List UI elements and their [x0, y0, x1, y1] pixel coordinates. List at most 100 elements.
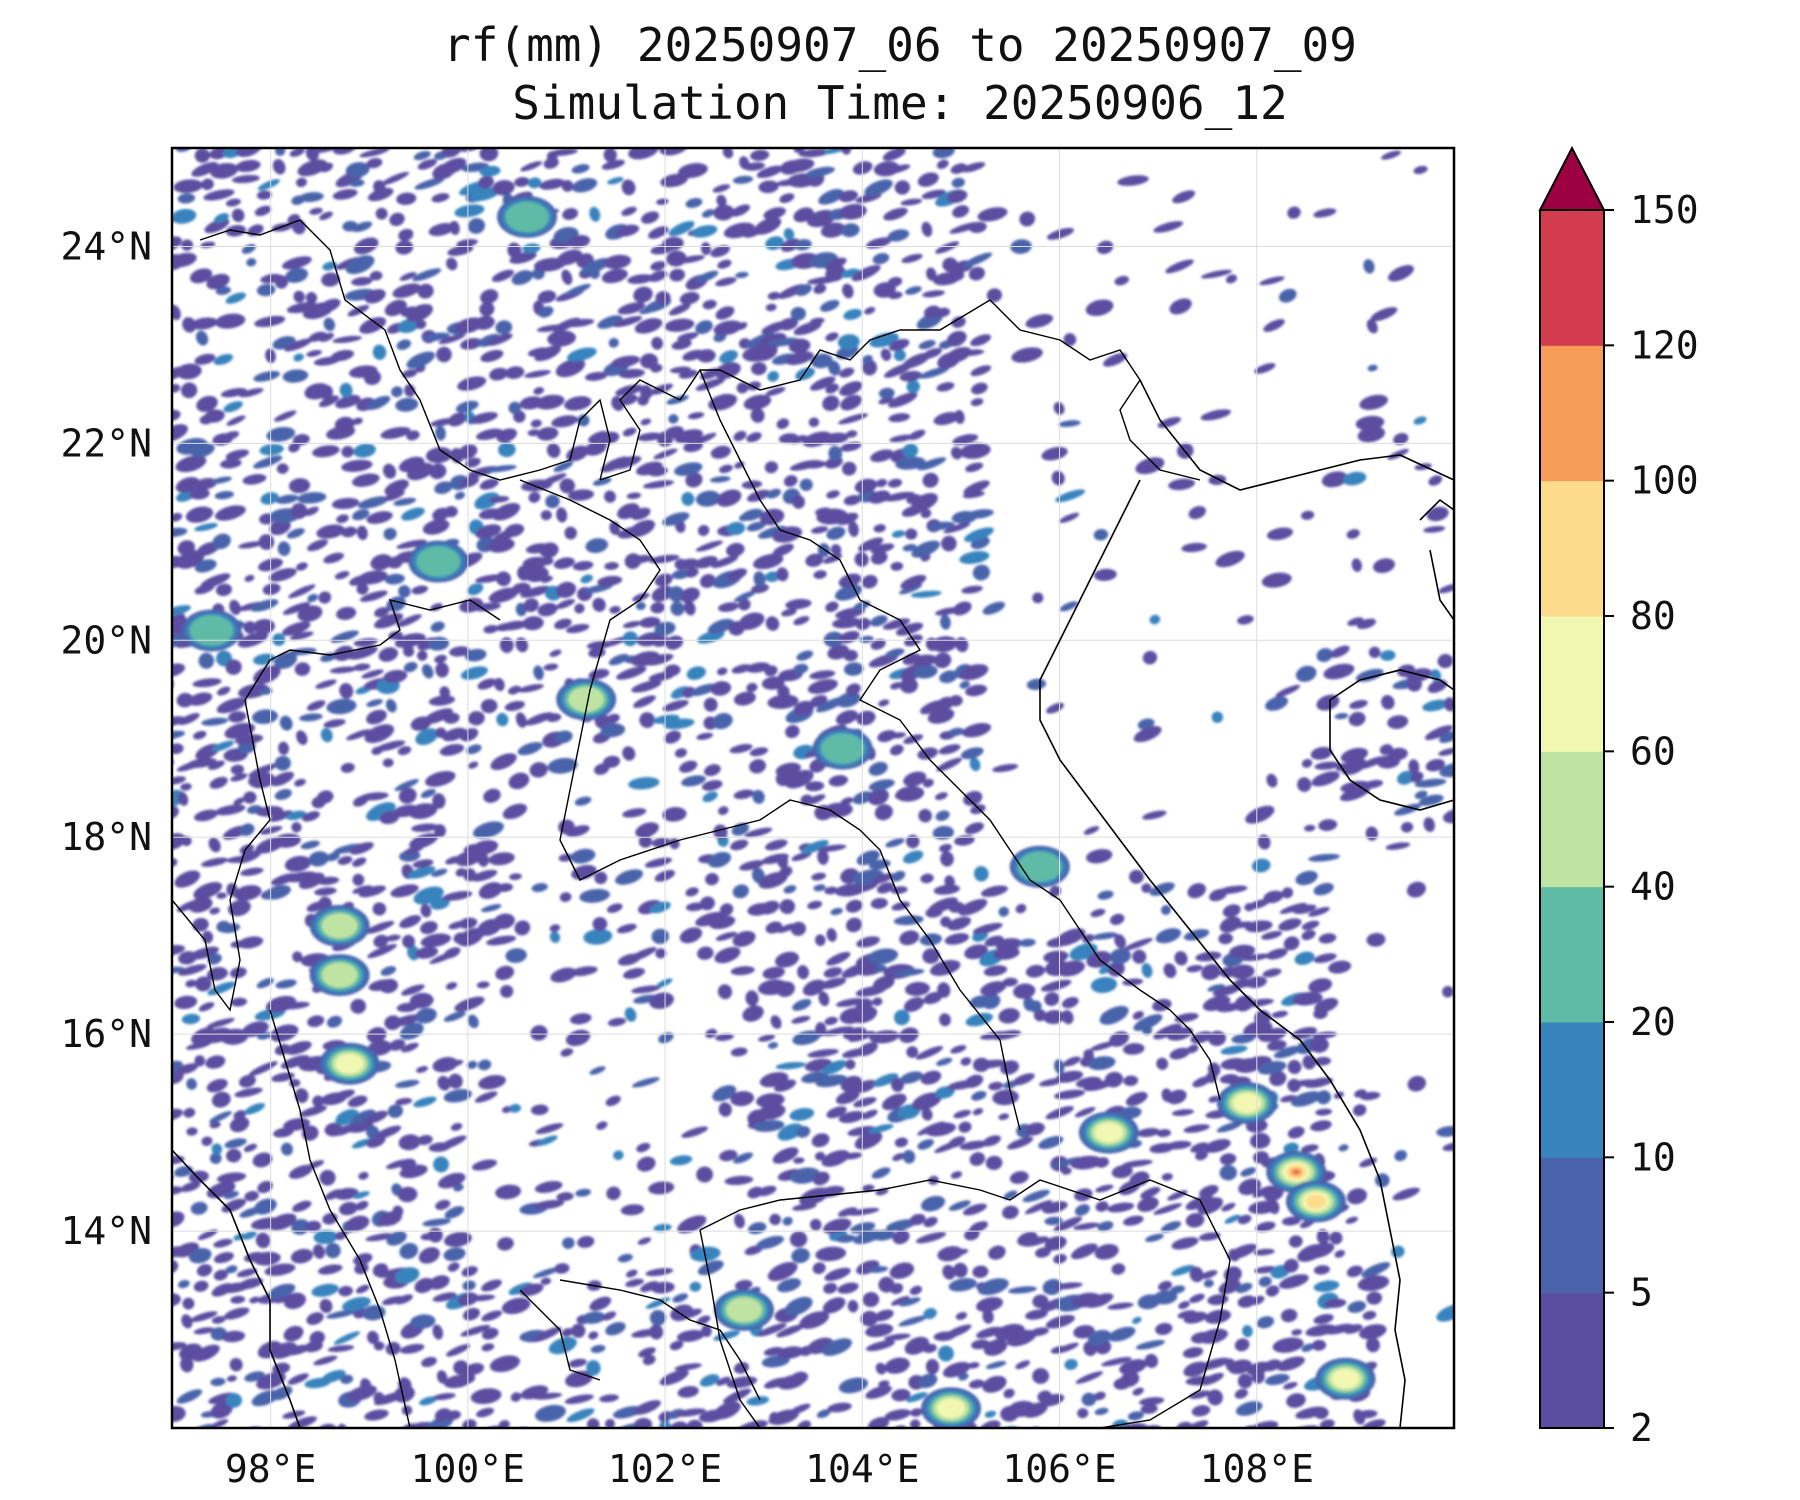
rain-blob — [399, 915, 421, 929]
rain-blob — [977, 1278, 1009, 1296]
rain-blob — [375, 740, 406, 752]
rain-blob — [1044, 1236, 1067, 1251]
rain-blob — [889, 732, 906, 739]
rain-blob — [635, 601, 646, 611]
rain-blob — [472, 602, 501, 612]
rain-blob — [936, 1057, 953, 1066]
rain-blob — [323, 719, 346, 728]
rain-blob — [1437, 653, 1453, 669]
rain-blob — [776, 418, 790, 430]
rain-blob — [719, 464, 733, 474]
rain-blob — [697, 946, 714, 960]
rain-blob — [488, 496, 510, 503]
rain-blob — [282, 602, 311, 615]
rain-blob — [634, 318, 663, 334]
rain-blob — [257, 1180, 273, 1194]
rain-blob — [332, 148, 358, 155]
rain-blob — [325, 1242, 341, 1259]
coastlines — [172, 379, 1454, 1428]
rain-blob — [1187, 883, 1206, 899]
rain-blob — [1103, 353, 1128, 367]
rain-blob — [1295, 665, 1317, 682]
rain-blob — [478, 175, 494, 189]
rain-blob — [868, 1266, 889, 1273]
colorbar-tick-label: 120 — [1630, 323, 1699, 367]
rain-blob — [549, 924, 561, 932]
rain-blob — [848, 521, 859, 537]
rain-blob — [269, 810, 293, 822]
rain-blob — [677, 1385, 699, 1398]
rain-blob — [853, 1097, 877, 1108]
rain-blob — [1283, 936, 1300, 951]
rain-blob — [1424, 725, 1453, 741]
rain-blob — [194, 523, 218, 532]
rain-blob — [233, 797, 245, 806]
rain-blob — [1093, 1391, 1106, 1401]
rain-blob — [1186, 964, 1203, 973]
rain-blob — [775, 1061, 806, 1070]
rain-blob — [632, 1077, 660, 1088]
rain-blob — [230, 997, 248, 1007]
rain-blob — [1172, 190, 1196, 204]
rain-blob — [359, 317, 387, 334]
rain-blob — [252, 618, 275, 635]
rain-blob — [408, 803, 438, 820]
rain-blob — [327, 1345, 355, 1352]
rain-blob — [367, 943, 397, 959]
rain-blob — [334, 416, 355, 432]
rain-blob — [1422, 699, 1449, 712]
rain-blob — [222, 431, 240, 441]
rain-blob — [1227, 1243, 1257, 1260]
rain-blob — [621, 179, 636, 196]
rain-blob — [1204, 1309, 1231, 1324]
rain-blob — [1201, 1372, 1224, 1386]
rain-blob — [511, 270, 534, 286]
rain-blob — [876, 882, 895, 894]
rain-blob — [577, 1235, 595, 1248]
rain-blob — [663, 664, 681, 677]
rain-blob — [645, 1268, 674, 1277]
rain-blob — [231, 174, 260, 184]
rain-blob — [373, 934, 389, 948]
rain-blob — [872, 997, 883, 1006]
rain-blob — [892, 1229, 910, 1245]
rain-blob — [953, 1262, 968, 1278]
rain-blob — [878, 1380, 890, 1387]
rain-blob — [659, 1369, 689, 1386]
rain-blob — [655, 948, 667, 959]
rain-blob — [357, 496, 389, 509]
rain-blob — [600, 723, 626, 738]
rain-blob — [1308, 978, 1333, 993]
rain-blob — [434, 824, 446, 838]
rain-blob — [356, 525, 368, 541]
rain-blob — [467, 761, 479, 769]
rain-blob — [1273, 1045, 1302, 1059]
rain-blob — [1155, 1322, 1173, 1335]
country-borders — [172, 219, 1231, 1428]
rain-blob — [359, 590, 388, 602]
rain-blob — [1234, 1388, 1248, 1399]
rain-blob — [215, 583, 233, 597]
rain-blob — [194, 1055, 206, 1067]
rain-cell — [1017, 851, 1062, 883]
rain-blob — [681, 775, 706, 787]
rain-blob — [1413, 416, 1427, 425]
rain-blob — [691, 225, 718, 238]
rain-blob — [575, 1188, 592, 1197]
rain-blob — [736, 382, 749, 394]
rain-blob — [285, 1041, 312, 1055]
rain-blob — [1218, 932, 1233, 945]
rain-blob — [385, 934, 401, 942]
rain-blob — [397, 746, 412, 756]
rain-blob — [1352, 1104, 1367, 1117]
rain-blob — [1169, 1047, 1190, 1060]
rain-blob — [1314, 761, 1340, 770]
rain-blob — [872, 253, 890, 265]
rain-blob — [479, 148, 499, 162]
rain-blob — [294, 1088, 309, 1104]
rain-blob — [976, 1326, 1003, 1339]
rain-blob — [1334, 1249, 1346, 1258]
rain-blob — [492, 502, 521, 521]
rain-blob — [254, 205, 272, 217]
rain-blob — [1013, 983, 1036, 999]
